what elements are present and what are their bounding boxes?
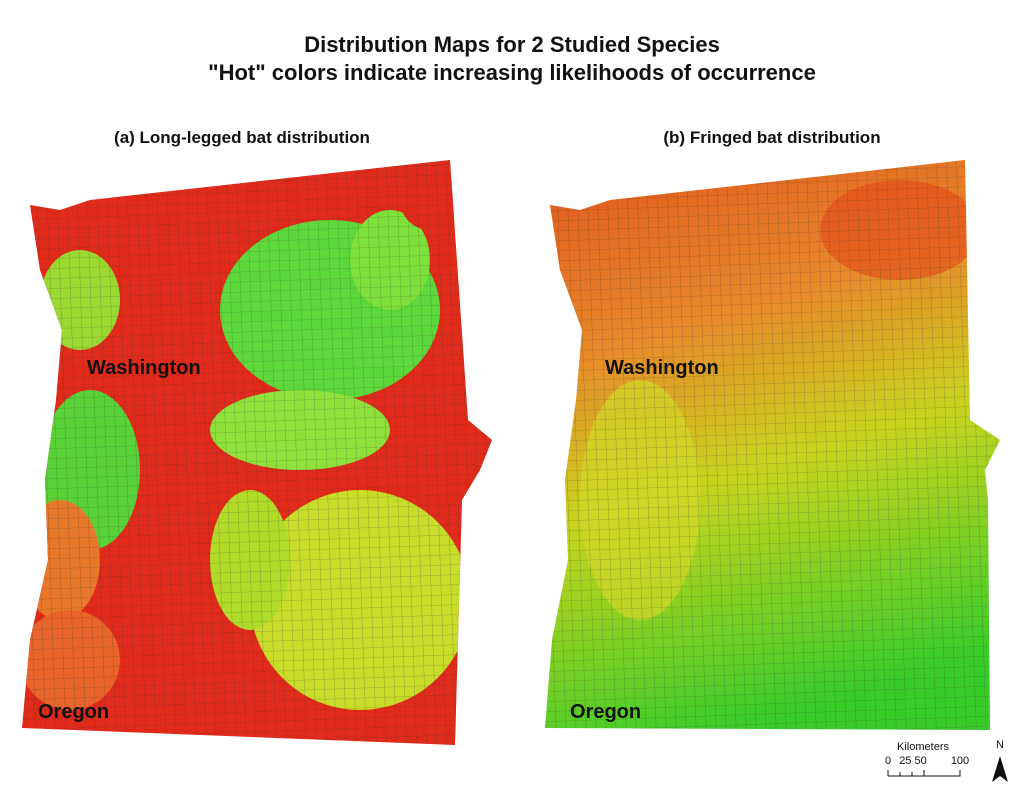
title-line1: Distribution Maps for 2 Studied Species bbox=[304, 32, 720, 57]
scale-bar: Kilometers 0 25 50 100 N bbox=[885, 739, 1008, 782]
scale-unit: Kilometers bbox=[897, 741, 949, 753]
scale-label: 0 bbox=[885, 755, 891, 767]
scale-label: 25 50 bbox=[899, 755, 927, 767]
state-label: Washington bbox=[87, 357, 201, 379]
panel-title: (a) Long-legged bat distribution bbox=[114, 128, 370, 147]
state-label: Oregon bbox=[570, 701, 641, 723]
north-label: N bbox=[996, 739, 1004, 751]
map-a bbox=[22, 160, 492, 745]
state-label: Washington bbox=[605, 357, 719, 379]
state-label: Oregon bbox=[38, 701, 109, 723]
title-line2: "Hot" colors indicate increasing likelih… bbox=[208, 60, 816, 85]
scale-label: 100 bbox=[951, 755, 969, 767]
panel-title: (b) Fringed bat distribution bbox=[663, 128, 880, 147]
map-b bbox=[545, 160, 1000, 730]
